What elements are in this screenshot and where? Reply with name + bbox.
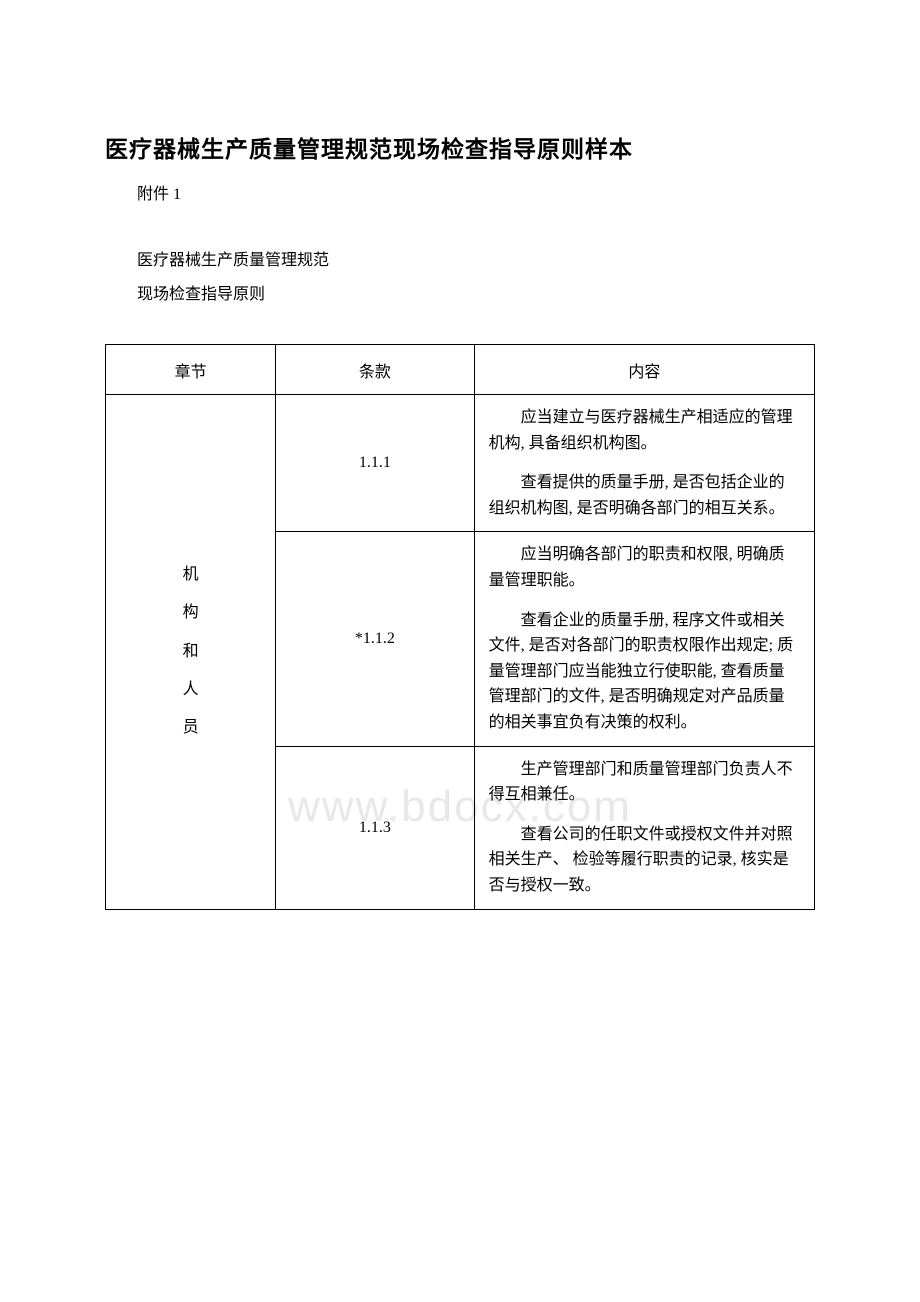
chapter-vertical-text: 机 构 和 人 员 xyxy=(120,556,261,748)
table-row: 机 构 和 人 员 1.1.1 应当建立与医疗器械生产相适应的管理机构, 具备组… xyxy=(106,395,815,532)
content-paragraph: 应当明确各部门的职责和权限, 明确质量管理职能。 xyxy=(489,542,800,593)
chapter-char: 和 xyxy=(120,633,261,671)
clause-number: 1.1.1 xyxy=(276,395,475,532)
content-paragraph: 查看提供的质量手册, 是否包括企业的组织机构图, 是否明确各部门的相互关系。 xyxy=(489,470,800,521)
content-cell: 应当明确各部门的职责和权限, 明确质量管理职能。 查看企业的质量手册, 程序文件… xyxy=(474,532,814,746)
subtitle-line-2: 现场检查指导原则 xyxy=(105,280,815,304)
document-title: 医疗器械生产质量管理规范现场检查指导原则样本 xyxy=(105,130,815,164)
chapter-char: 员 xyxy=(120,709,261,747)
chapter-char: 机 xyxy=(120,556,261,594)
clause-number: *1.1.2 xyxy=(276,532,475,746)
table-header-row: 章节 条款 内容 xyxy=(106,345,815,395)
content-cell: 生产管理部门和质量管理部门负责人不得互相兼任。 查看公司的任职文件或授权文件并对… xyxy=(474,746,814,909)
content-cell: 应当建立与医疗器械生产相适应的管理机构, 具备组织机构图。 查看提供的质量手册,… xyxy=(474,395,814,532)
header-content: 内容 xyxy=(474,345,814,395)
content-paragraph: 应当建立与医疗器械生产相适应的管理机构, 具备组织机构图。 xyxy=(489,405,800,456)
content-paragraph: 查看企业的质量手册, 程序文件或相关文件, 是否对各部门的职责权限作出规定; 质… xyxy=(489,608,800,736)
chapter-char: 人 xyxy=(120,671,261,709)
attachment-label: 附件 1 xyxy=(105,180,815,204)
chapter-cell: 机 构 和 人 员 xyxy=(106,395,276,910)
header-chapter: 章节 xyxy=(106,345,276,395)
chapter-char: 构 xyxy=(120,594,261,632)
content-paragraph: 查看公司的任职文件或授权文件并对照相关生产、 检验等履行职责的记录, 核实是否与… xyxy=(489,822,800,899)
inspection-table: 章节 条款 内容 机 构 和 人 员 1.1.1 应当建立与医疗器 xyxy=(105,344,815,910)
content-paragraph: 生产管理部门和质量管理部门负责人不得互相兼任。 xyxy=(489,757,800,808)
subtitle-line-1: 医疗器械生产质量管理规范 xyxy=(105,246,815,270)
clause-number: 1.1.3 xyxy=(276,746,475,909)
header-clause: 条款 xyxy=(276,345,475,395)
